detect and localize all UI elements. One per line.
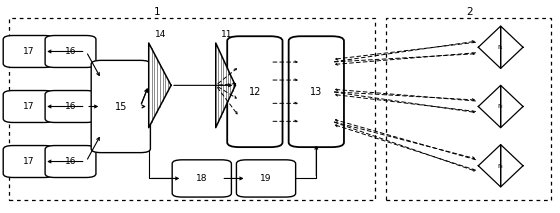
FancyBboxPatch shape <box>288 36 344 147</box>
Text: 19: 19 <box>260 174 272 183</box>
Polygon shape <box>478 26 501 68</box>
FancyBboxPatch shape <box>172 160 231 197</box>
FancyBboxPatch shape <box>45 36 96 68</box>
Text: r₁: r₁ <box>498 44 503 50</box>
FancyBboxPatch shape <box>236 160 296 197</box>
Text: 16: 16 <box>65 157 76 166</box>
Text: 17: 17 <box>23 157 34 166</box>
FancyBboxPatch shape <box>227 36 282 147</box>
Bar <box>9 18 375 200</box>
Polygon shape <box>501 145 523 187</box>
FancyBboxPatch shape <box>45 91 96 122</box>
Text: 2: 2 <box>466 7 473 17</box>
FancyBboxPatch shape <box>3 91 54 122</box>
Text: 16: 16 <box>65 47 76 56</box>
Text: 17: 17 <box>23 102 34 111</box>
Polygon shape <box>501 85 523 128</box>
Polygon shape <box>478 145 501 187</box>
Text: 18: 18 <box>196 174 208 183</box>
Polygon shape <box>501 26 523 68</box>
Text: r₃: r₃ <box>498 163 503 169</box>
Text: 14: 14 <box>155 30 167 39</box>
Polygon shape <box>149 43 171 128</box>
Text: 16: 16 <box>65 102 76 111</box>
FancyBboxPatch shape <box>91 60 151 153</box>
Text: 13: 13 <box>310 87 323 97</box>
Polygon shape <box>216 43 235 128</box>
FancyBboxPatch shape <box>3 36 54 68</box>
FancyBboxPatch shape <box>45 145 96 177</box>
Text: 15: 15 <box>115 102 127 111</box>
FancyBboxPatch shape <box>3 145 54 177</box>
Text: 17: 17 <box>23 47 34 56</box>
Text: 12: 12 <box>249 87 261 97</box>
Bar <box>386 18 551 200</box>
Text: 1: 1 <box>154 7 160 17</box>
Polygon shape <box>478 85 501 128</box>
Text: r₂: r₂ <box>498 104 503 109</box>
Text: 11: 11 <box>221 30 233 39</box>
